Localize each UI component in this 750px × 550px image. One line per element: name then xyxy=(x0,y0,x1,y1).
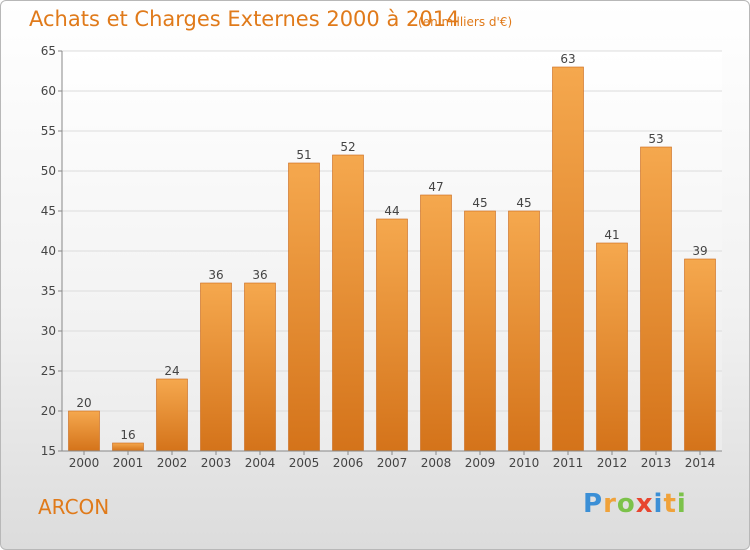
data-label-2011: 63 xyxy=(560,52,575,66)
data-label-2004: 36 xyxy=(252,268,267,282)
x-tick-label: 2005 xyxy=(289,456,320,470)
logo-letter: t xyxy=(663,489,677,519)
data-label-2001: 16 xyxy=(120,428,135,442)
data-label-2002: 24 xyxy=(164,364,179,378)
bar-2011 xyxy=(552,66,584,452)
y-tick-label: 55 xyxy=(41,124,56,138)
logo-letter: i xyxy=(653,489,664,519)
data-label-2005: 51 xyxy=(296,148,311,162)
y-tick-label: 60 xyxy=(41,84,56,98)
bar-2004 xyxy=(244,282,276,452)
bar-2014 xyxy=(684,258,716,452)
x-tick-label: 2001 xyxy=(113,456,144,470)
x-tick-label: 2006 xyxy=(333,456,364,470)
chart-title: Achats et Charges Externes 2000 à 2014 xyxy=(29,7,460,31)
logo-letter: r xyxy=(603,489,617,519)
data-label-2014: 39 xyxy=(692,244,707,258)
x-tick-label: 2007 xyxy=(377,456,408,470)
bar-2001 xyxy=(112,442,144,452)
y-tick-label: 35 xyxy=(41,284,56,298)
logo-letter: o xyxy=(616,489,636,519)
data-label-2003: 36 xyxy=(208,268,223,282)
logo-letter: i xyxy=(676,489,687,519)
x-tick-label: 2012 xyxy=(597,456,628,470)
x-tick-label: 2011 xyxy=(553,456,584,470)
bar-2005 xyxy=(288,162,320,452)
x-tick-label: 2013 xyxy=(641,456,672,470)
x-tick-label: 2000 xyxy=(69,456,100,470)
x-tick-label: 2004 xyxy=(245,456,276,470)
bar-2003 xyxy=(200,282,232,452)
x-tick-label: 2003 xyxy=(201,456,232,470)
data-label-2012: 41 xyxy=(604,228,619,242)
chart-subtitle: (en milliers d'€) xyxy=(418,15,513,29)
bar-2000 xyxy=(68,410,100,452)
x-tick-label: 2014 xyxy=(685,456,716,470)
data-label-2008: 47 xyxy=(428,180,443,194)
data-label-2013: 53 xyxy=(648,132,663,146)
y-tick-label: 25 xyxy=(41,364,56,378)
commune-name: ARCON xyxy=(38,495,110,519)
x-tick-label: 2008 xyxy=(421,456,452,470)
logo-letter: P xyxy=(583,489,604,519)
bar-2012 xyxy=(596,242,628,452)
proxiti-logo: Proxiti xyxy=(583,489,687,519)
y-tick-label: 40 xyxy=(41,244,56,258)
y-tick-label: 15 xyxy=(41,444,56,458)
y-tick-label: 45 xyxy=(41,204,56,218)
x-tick-label: 2010 xyxy=(509,456,540,470)
bar-2008 xyxy=(420,194,452,452)
bar-2006 xyxy=(332,154,364,452)
x-tick-label: 2009 xyxy=(465,456,496,470)
bar-2010 xyxy=(508,210,540,452)
bar-2009 xyxy=(464,210,496,452)
x-tick-label: 2002 xyxy=(157,456,188,470)
data-label-2000: 20 xyxy=(76,396,91,410)
y-tick-label: 50 xyxy=(41,164,56,178)
logo-letter: x xyxy=(635,489,654,519)
y-tick-label: 30 xyxy=(41,324,56,338)
y-tick-label: 65 xyxy=(41,44,56,58)
data-label-2007: 44 xyxy=(384,204,399,218)
bar-2013 xyxy=(640,146,672,452)
data-label-2009: 45 xyxy=(472,196,487,210)
data-label-2006: 52 xyxy=(340,140,355,154)
y-tick-label: 20 xyxy=(41,404,56,418)
bar-2007 xyxy=(376,218,408,452)
bar-2002 xyxy=(156,378,188,452)
data-label-2010: 45 xyxy=(516,196,531,210)
